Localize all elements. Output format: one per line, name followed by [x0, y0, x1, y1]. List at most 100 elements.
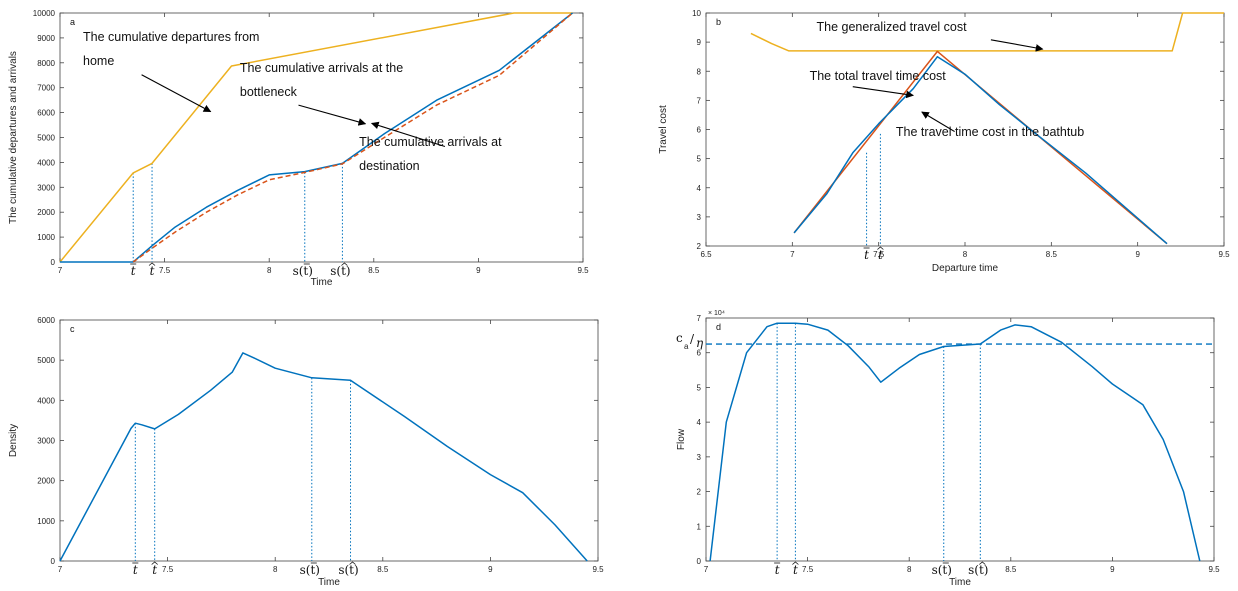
panel-label: d — [716, 322, 721, 332]
capacity-label-c: c — [676, 331, 683, 345]
x-tick-label: 9.5 — [592, 565, 604, 574]
x-tick-label: 7 — [790, 250, 795, 259]
series-line-orange-0 — [59, 12, 573, 263]
x-tick-label: 9.5 — [1208, 565, 1220, 574]
y-tick-label: 10000 — [33, 9, 56, 18]
annotation-arrow — [370, 121, 446, 147]
y-tick-label: 6 — [697, 126, 702, 135]
time-marker-label: t — [131, 264, 136, 278]
x-tick-label: 7.5 — [162, 565, 174, 574]
plot-frame — [59, 12, 584, 263]
x-tick-label: 9.5 — [1218, 250, 1230, 259]
x-tick-label: 8.5 — [368, 266, 380, 275]
y-tick-label: 7 — [697, 96, 702, 105]
annotation-text: The cumulative departures from — [83, 30, 259, 44]
y-tick-label: 8 — [697, 67, 702, 76]
chart-panel-b: 6.5 7 7.5 8 8.5 9 9.5 2 3 4 5 6 7 8 9 10 Departure time T… — [658, 9, 1230, 274]
hat-accent — [341, 262, 348, 266]
time-marker-label: t — [775, 563, 780, 577]
y-tick-label: 5000 — [37, 356, 55, 365]
hat-accent — [148, 262, 156, 266]
annotation-text: home — [83, 54, 114, 68]
x-tick-label: 7 — [58, 266, 63, 275]
y-tick-label: 7000 — [37, 84, 55, 93]
y-tick-label: 10 — [692, 9, 701, 18]
y-tick-label: 5000 — [37, 134, 55, 143]
x-tick-label: 8 — [907, 565, 912, 574]
x-tick-label: 9.5 — [577, 266, 589, 275]
panel-label: a — [70, 17, 75, 27]
hat-accent — [349, 561, 356, 565]
y-tick-label: 2000 — [37, 208, 55, 217]
x-axis-label: Time — [311, 277, 333, 288]
y-tick-label: 5 — [697, 383, 702, 392]
y-tick-label: 3 — [697, 213, 702, 222]
x-tick-label: 6.5 — [700, 250, 712, 259]
y-tick-label: 1000 — [37, 517, 55, 526]
time-marker-label: s(t) — [338, 563, 358, 577]
x-tick-label: 8.5 — [1005, 565, 1017, 574]
plot-frame — [705, 317, 1215, 562]
annotation-text: bottleneck — [240, 85, 298, 99]
time-marker-label: t — [864, 248, 869, 262]
y-axis-label: Flow — [676, 428, 687, 450]
chart-panel-c: 7 7.5 8 8.5 9 9.5 0 1000 2000 3000 4000 5000 6000 Tim… — [8, 316, 604, 588]
x-tick-label: 7 — [704, 565, 709, 574]
x-tick-label: 7.5 — [802, 565, 814, 574]
annotation-text: The cumulative arrivals at the — [240, 61, 403, 75]
time-marker-label: t — [878, 248, 883, 262]
x-tick-label: 8.5 — [1046, 250, 1058, 259]
hat-accent — [877, 246, 884, 250]
annotation-arrow — [141, 74, 212, 113]
series-line-blue-0 — [709, 322, 1201, 562]
annotation-arrow — [852, 86, 914, 99]
time-marker-label: t — [793, 563, 798, 577]
time-marker-label: t — [152, 563, 157, 577]
y-tick-label: 2 — [697, 242, 702, 251]
x-tick-label: 8 — [267, 266, 272, 275]
x-tick-label: 9 — [1110, 565, 1115, 574]
series-line-red-1 — [793, 50, 1168, 245]
y-tick-label: 1000 — [37, 233, 55, 242]
hat-accent — [151, 561, 158, 565]
y-tick-label: 7 — [697, 314, 702, 323]
y-tick-label: 0 — [51, 258, 56, 267]
y-tick-label: 3000 — [37, 437, 55, 446]
y-axis-label: Density — [8, 424, 19, 457]
y-tick-label: 0 — [51, 557, 56, 566]
series-line-blue-0 — [59, 352, 588, 562]
annotation-text: The travel time cost in the bathtub — [896, 125, 1084, 139]
y-tick-label: 2000 — [37, 477, 55, 486]
y-tick-label: 4000 — [37, 158, 55, 167]
chart-panel-a: 7 7.5 8 8.5 9 9.5 0 1000 2000 3000 4000 5000 6000 700… — [8, 9, 589, 288]
annotation-text: The generalized travel cost — [817, 20, 968, 34]
chart-panel-d: 7 7.5 8 8.5 9 9.5 0 1 2 3 4 5 6 7 × 10⁴ Time Flow d ca/η t t… — [676, 310, 1220, 588]
y-tick-label: 9 — [697, 38, 702, 47]
capacity-label-eta: η — [696, 336, 704, 350]
x-tick-label: 7 — [58, 565, 63, 574]
x-tick-label: 7.5 — [873, 250, 885, 259]
x-tick-label: 8 — [963, 250, 968, 259]
time-marker-label: s(t) — [300, 563, 320, 577]
y-tick-label: 6 — [697, 349, 702, 358]
y-exponent-label: × 10⁴ — [708, 310, 725, 317]
time-marker-label: s(t) — [293, 264, 313, 278]
capacity-label-slash: / — [690, 332, 695, 346]
y-tick-label: 6000 — [37, 109, 55, 118]
time-marker-label: t — [150, 264, 155, 278]
y-axis-label: Travel cost — [658, 105, 669, 154]
series-line-orange-0 — [750, 12, 1224, 52]
annotation-arrow — [921, 111, 955, 133]
panel-label: b — [716, 17, 721, 27]
hat-accent — [792, 561, 799, 565]
time-marker-label: s(t) — [968, 563, 988, 577]
annotation-arrow — [990, 39, 1044, 52]
y-tick-label: 6000 — [37, 316, 55, 325]
y-tick-label: 0 — [697, 557, 702, 566]
y-tick-label: 9000 — [37, 34, 55, 43]
x-tick-label: 9 — [488, 565, 493, 574]
x-tick-label: 8 — [273, 565, 278, 574]
panel-label: c — [70, 324, 75, 334]
x-axis-label: Departure time — [932, 263, 999, 274]
